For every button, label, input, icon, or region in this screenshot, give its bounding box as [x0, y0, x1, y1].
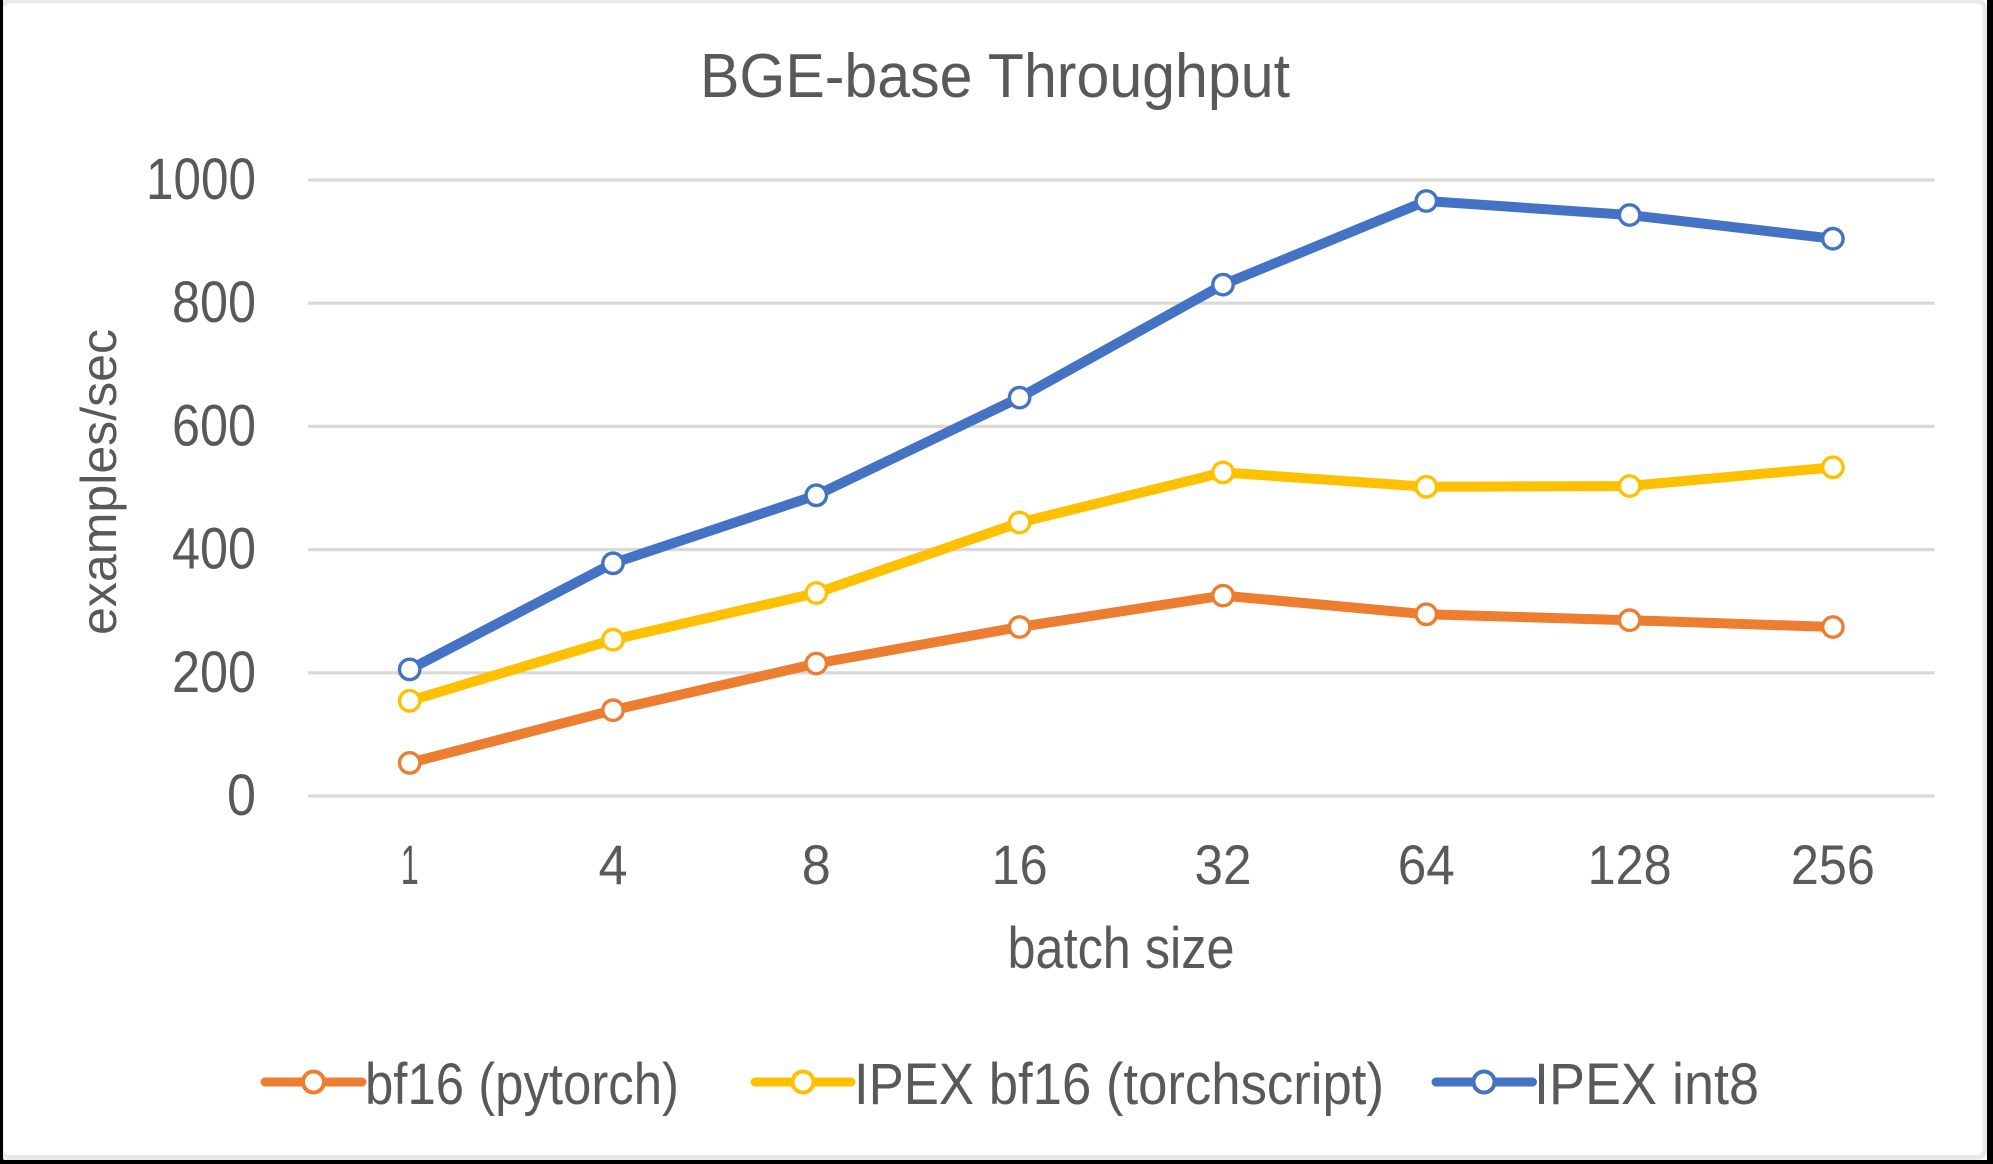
svg-text:0: 0 — [227, 763, 256, 828]
svg-text:4: 4 — [599, 833, 628, 896]
svg-text:examples/sec: examples/sec — [71, 329, 127, 635]
svg-text:batch size: batch size — [1008, 916, 1235, 981]
svg-text:BGE-base Throughput: BGE-base Throughput — [700, 42, 1290, 111]
svg-text:16: 16 — [992, 833, 1048, 896]
svg-text:1: 1 — [401, 833, 419, 896]
svg-text:1000: 1000 — [146, 147, 256, 212]
svg-text:400: 400 — [172, 517, 256, 582]
svg-text:64: 64 — [1398, 833, 1455, 896]
svg-text:600: 600 — [172, 393, 256, 458]
svg-text:IPEX int8: IPEX int8 — [1534, 1052, 1759, 1117]
svg-text:bf16 (pytorch): bf16 (pytorch) — [365, 1052, 679, 1117]
svg-text:8: 8 — [802, 833, 831, 896]
svg-text:32: 32 — [1195, 833, 1252, 896]
svg-text:800: 800 — [172, 270, 256, 335]
svg-text:200: 200 — [172, 640, 256, 705]
svg-text:256: 256 — [1791, 833, 1875, 896]
svg-text:IPEX bf16 (torchscript): IPEX bf16 (torchscript) — [854, 1052, 1384, 1117]
svg-text:128: 128 — [1588, 833, 1672, 896]
